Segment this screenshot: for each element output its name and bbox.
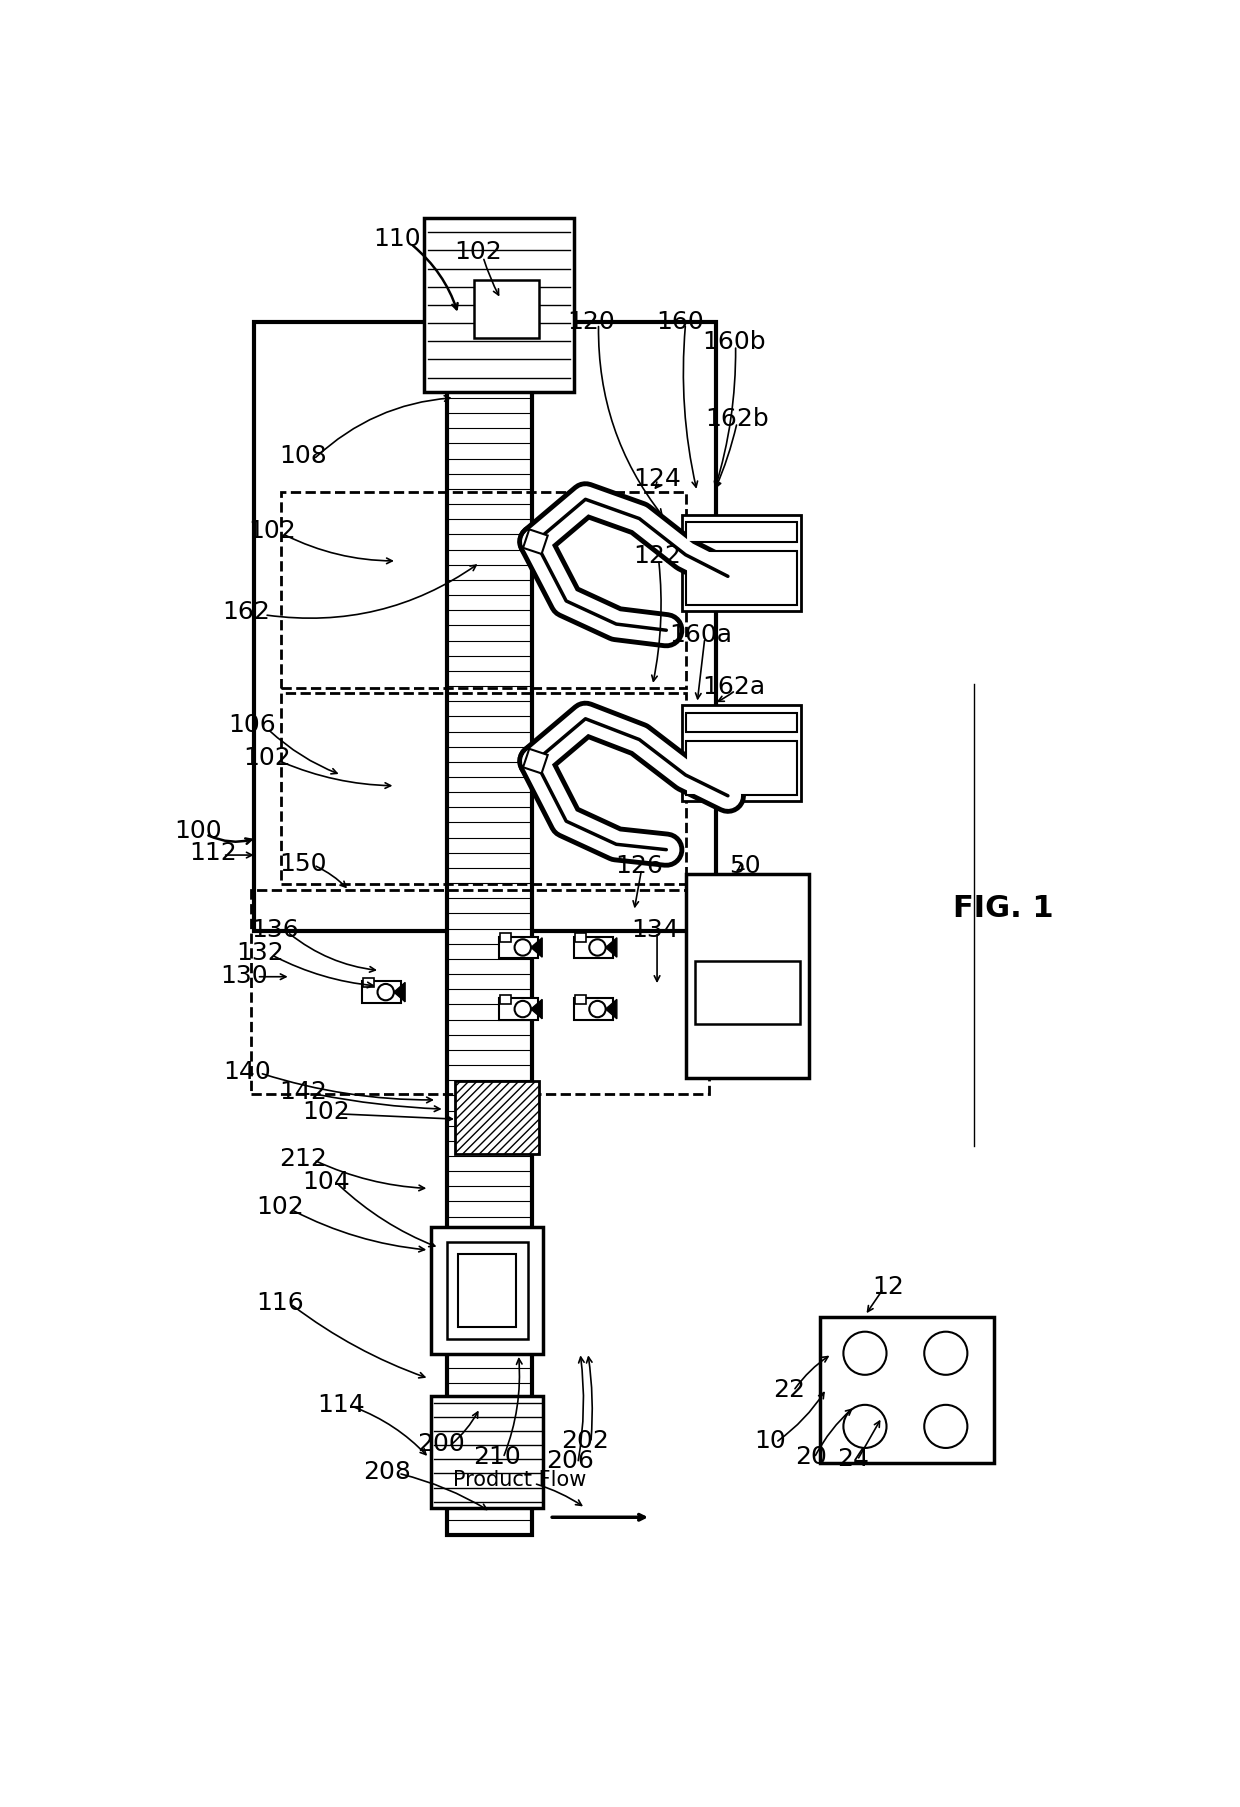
Text: 210: 210	[472, 1444, 521, 1467]
Text: 102: 102	[243, 746, 291, 770]
Text: FIG. 1: FIG. 1	[954, 893, 1054, 922]
Polygon shape	[523, 529, 548, 555]
Text: 160b: 160b	[702, 331, 766, 354]
Text: 102: 102	[248, 519, 296, 542]
Text: 20: 20	[795, 1444, 827, 1467]
Bar	[254, 323, 717, 931]
Text: 212: 212	[279, 1146, 327, 1169]
Text: 130: 130	[221, 963, 268, 988]
Text: 122: 122	[634, 544, 681, 567]
Polygon shape	[523, 750, 548, 773]
Circle shape	[843, 1406, 887, 1447]
Bar	[424, 219, 574, 392]
Text: 124: 124	[634, 466, 681, 490]
Bar	[575, 934, 585, 943]
Text: 102: 102	[303, 1100, 350, 1124]
Text: 114: 114	[317, 1393, 366, 1417]
Text: 100: 100	[175, 819, 222, 842]
Text: 22: 22	[774, 1377, 806, 1400]
Circle shape	[515, 940, 531, 956]
Circle shape	[589, 1001, 605, 1017]
Text: 110: 110	[373, 226, 420, 251]
Text: 208: 208	[363, 1460, 412, 1484]
Text: 104: 104	[303, 1169, 350, 1193]
Bar	[821, 1317, 993, 1464]
Text: 150: 150	[279, 851, 326, 875]
Text: 50: 50	[729, 853, 760, 878]
Bar	[686, 875, 808, 1079]
Polygon shape	[531, 938, 542, 958]
Polygon shape	[531, 999, 542, 1019]
Bar	[250, 891, 708, 1095]
Bar	[686, 741, 797, 795]
Bar	[682, 515, 801, 611]
Bar	[281, 694, 686, 885]
Text: 162: 162	[223, 600, 270, 623]
Text: Product Flow: Product Flow	[454, 1469, 587, 1489]
Bar	[455, 1081, 539, 1155]
Bar	[362, 981, 401, 1003]
Text: 140: 140	[223, 1059, 270, 1082]
Text: 102: 102	[454, 240, 501, 264]
Bar	[498, 938, 538, 960]
Text: 202: 202	[562, 1429, 609, 1453]
Text: 12: 12	[872, 1274, 904, 1299]
Text: 160: 160	[656, 309, 704, 334]
Bar	[446, 323, 532, 1536]
Text: 116: 116	[255, 1290, 304, 1314]
Bar	[574, 938, 613, 960]
Bar	[459, 1254, 516, 1328]
Circle shape	[924, 1332, 967, 1375]
Circle shape	[515, 1001, 531, 1017]
Text: 136: 136	[252, 918, 299, 941]
Bar	[498, 999, 538, 1021]
Bar	[682, 705, 801, 802]
Text: 102: 102	[255, 1194, 304, 1218]
Bar	[500, 934, 511, 943]
Bar	[686, 714, 797, 732]
Bar	[694, 961, 800, 1025]
Circle shape	[843, 1332, 887, 1375]
Bar	[446, 1243, 528, 1339]
Text: 10: 10	[754, 1429, 786, 1453]
Bar	[432, 1397, 543, 1509]
Bar	[500, 996, 511, 1005]
Text: 24: 24	[837, 1446, 869, 1471]
Text: 206: 206	[546, 1449, 594, 1473]
Polygon shape	[605, 999, 616, 1019]
Text: 162a: 162a	[703, 674, 765, 698]
Circle shape	[589, 940, 605, 956]
Circle shape	[377, 985, 394, 1001]
Bar	[686, 524, 797, 542]
Text: 160a: 160a	[670, 623, 733, 647]
Text: 142: 142	[279, 1079, 327, 1102]
Bar	[575, 996, 585, 1005]
Bar	[281, 492, 686, 688]
Bar	[574, 999, 613, 1021]
Polygon shape	[394, 983, 405, 1003]
Bar	[363, 978, 373, 987]
Bar	[474, 280, 539, 338]
Text: 106: 106	[228, 712, 277, 737]
Text: 134: 134	[631, 918, 678, 941]
Bar	[432, 1227, 543, 1353]
Text: 108: 108	[279, 443, 326, 468]
Bar	[686, 551, 797, 605]
Text: 120: 120	[567, 309, 615, 334]
Text: 162b: 162b	[706, 407, 769, 432]
Text: 112: 112	[190, 840, 237, 864]
Polygon shape	[605, 938, 616, 958]
Text: 132: 132	[236, 941, 284, 965]
Text: 126: 126	[615, 853, 663, 878]
Text: 200: 200	[418, 1431, 465, 1455]
Circle shape	[924, 1406, 967, 1447]
